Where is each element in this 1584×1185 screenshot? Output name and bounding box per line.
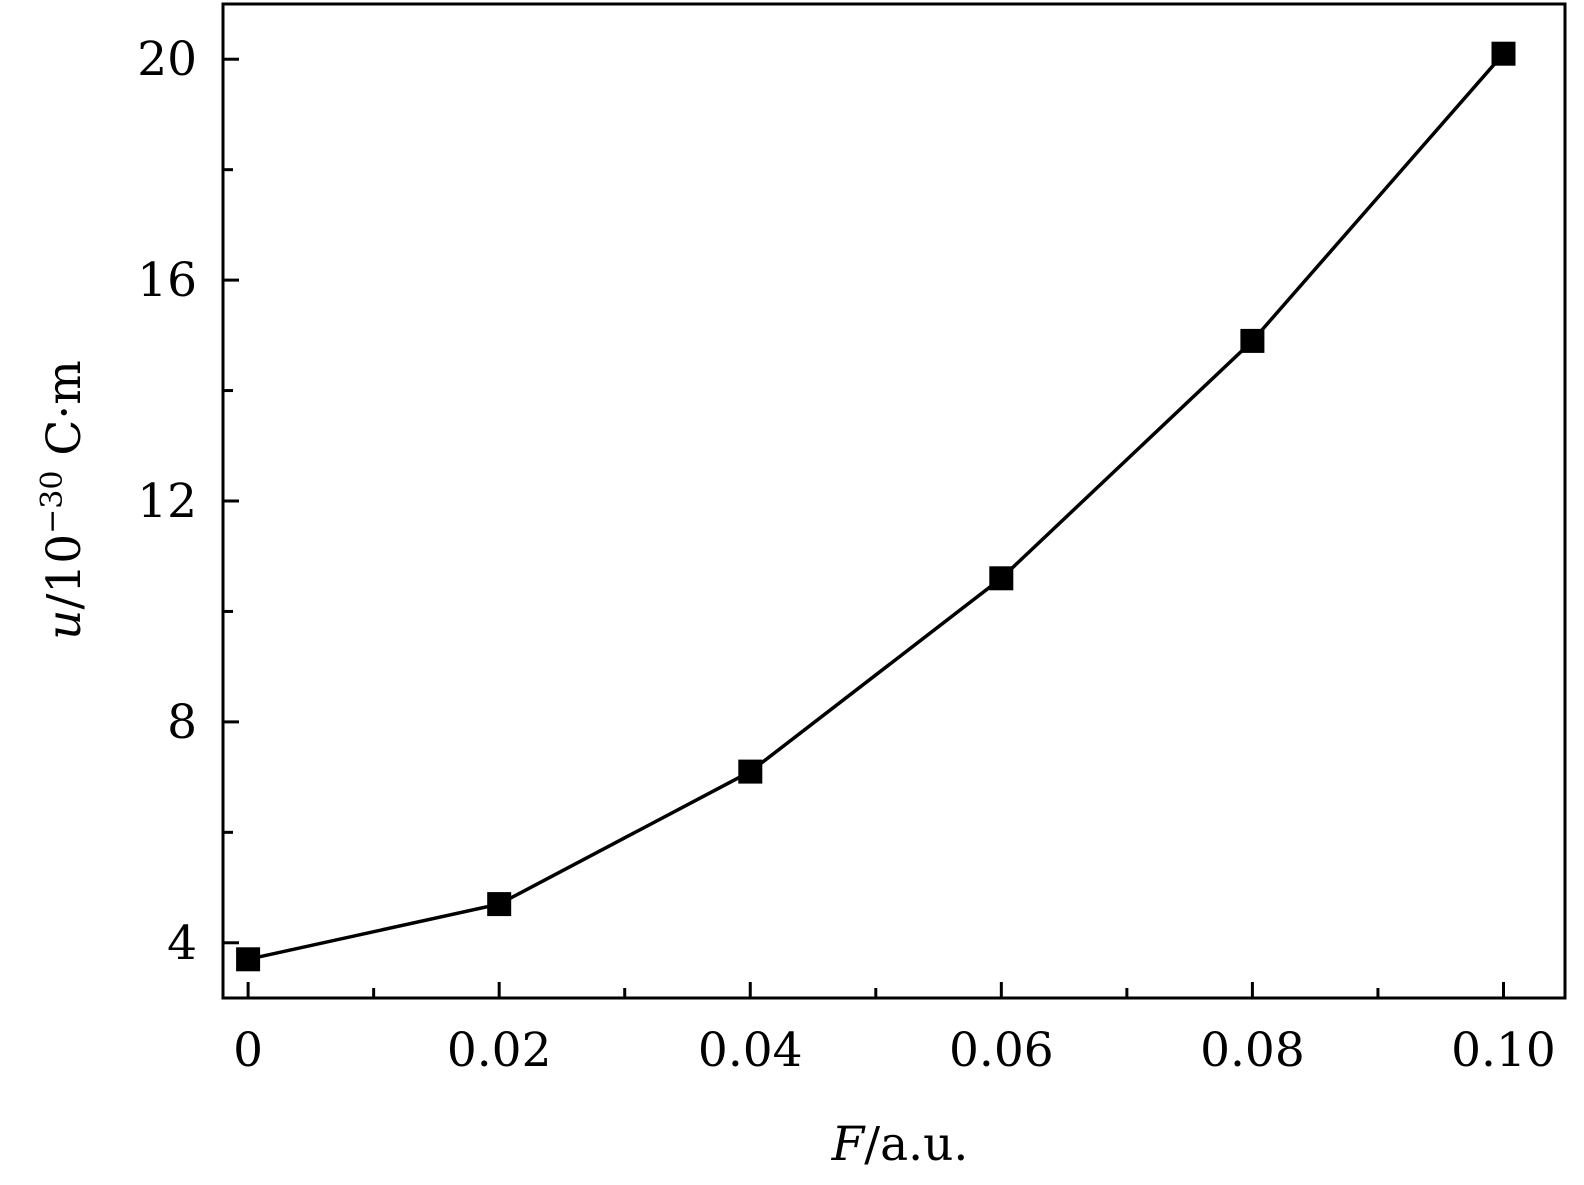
y-tick-label: 8 xyxy=(167,695,197,750)
tick-labels: 0 0.02 0.04 0.06 0.08 0.10 4 8 12 16 20 xyxy=(137,32,1556,1078)
x-tick-label: 0.08 xyxy=(1200,1023,1305,1078)
x-axis-unit: /a.u. xyxy=(864,1117,968,1172)
x-tick-label: 0.02 xyxy=(447,1023,552,1078)
data-point-marker xyxy=(989,566,1014,591)
data-point-marker xyxy=(738,759,763,784)
y-axis-unit-exponent: −30 xyxy=(35,471,70,534)
y-tick-label: 20 xyxy=(137,32,197,87)
x-tick-label: 0.04 xyxy=(698,1023,803,1078)
x-tick-label: 0.06 xyxy=(949,1023,1054,1078)
minor-ticks xyxy=(223,168,1380,998)
plot-area-frame xyxy=(221,2,1567,1000)
x-tick-label: 0.10 xyxy=(1451,1023,1556,1078)
y-axis-title: u/10−30 C·m xyxy=(35,360,92,640)
data-point-marker xyxy=(1491,41,1516,66)
data-point-marker xyxy=(236,947,261,972)
x-axis-title: F/a.u. xyxy=(831,1117,969,1172)
y-axis-variable: u xyxy=(37,610,92,640)
data-point-marker xyxy=(1240,328,1265,353)
y-tick-label: 12 xyxy=(137,474,197,529)
y-axis-unit-prefix: /10 xyxy=(37,534,92,610)
y-tick-label: 4 xyxy=(167,916,197,971)
series-line xyxy=(247,52,1505,962)
x-tick-label: 0 xyxy=(233,1023,263,1078)
y-tick-label: 16 xyxy=(137,253,197,308)
x-axis-variable: F xyxy=(831,1117,866,1172)
major-ticks xyxy=(223,57,1505,998)
data-point-marker xyxy=(487,892,512,917)
y-axis-unit-suffix: C·m xyxy=(37,360,92,470)
data-series xyxy=(236,41,1516,972)
